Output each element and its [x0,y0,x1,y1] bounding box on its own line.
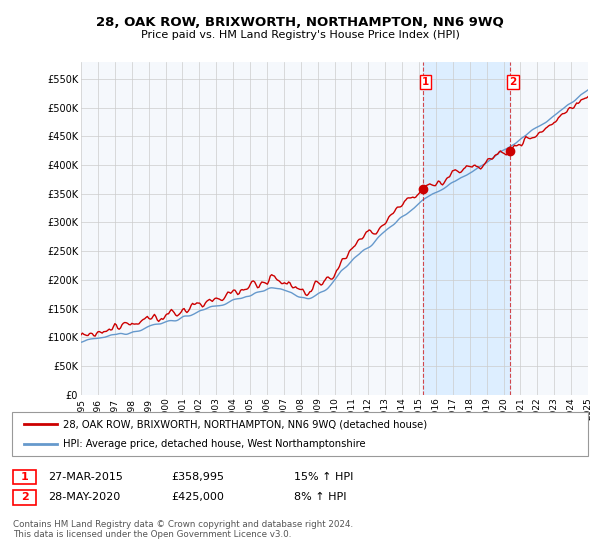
Text: 15% ↑ HPI: 15% ↑ HPI [294,472,353,482]
Text: HPI: Average price, detached house, West Northamptonshire: HPI: Average price, detached house, West… [63,439,365,449]
Text: 28, OAK ROW, BRIXWORTH, NORTHAMPTON, NN6 9WQ (detached house): 28, OAK ROW, BRIXWORTH, NORTHAMPTON, NN6… [63,419,427,429]
Text: 1: 1 [21,472,28,482]
Text: 1: 1 [422,77,429,87]
Text: 8% ↑ HPI: 8% ↑ HPI [294,492,347,502]
Text: £425,000: £425,000 [171,492,224,502]
Text: 2: 2 [21,492,28,502]
Bar [423,62,511,395]
Text: £358,995: £358,995 [171,472,224,482]
Text: 28, OAK ROW, BRIXWORTH, NORTHAMPTON, NN6 9WQ: 28, OAK ROW, BRIXWORTH, NORTHAMPTON, NN6… [96,16,504,29]
Text: 2: 2 [509,77,517,87]
Text: Price paid vs. HM Land Registry's House Price Index (HPI): Price paid vs. HM Land Registry's House … [140,30,460,40]
Text: 27-MAR-2015: 27-MAR-2015 [48,472,123,482]
Text: 28-MAY-2020: 28-MAY-2020 [48,492,120,502]
Text: Contains HM Land Registry data © Crown copyright and database right 2024.
This d: Contains HM Land Registry data © Crown c… [13,520,353,539]
